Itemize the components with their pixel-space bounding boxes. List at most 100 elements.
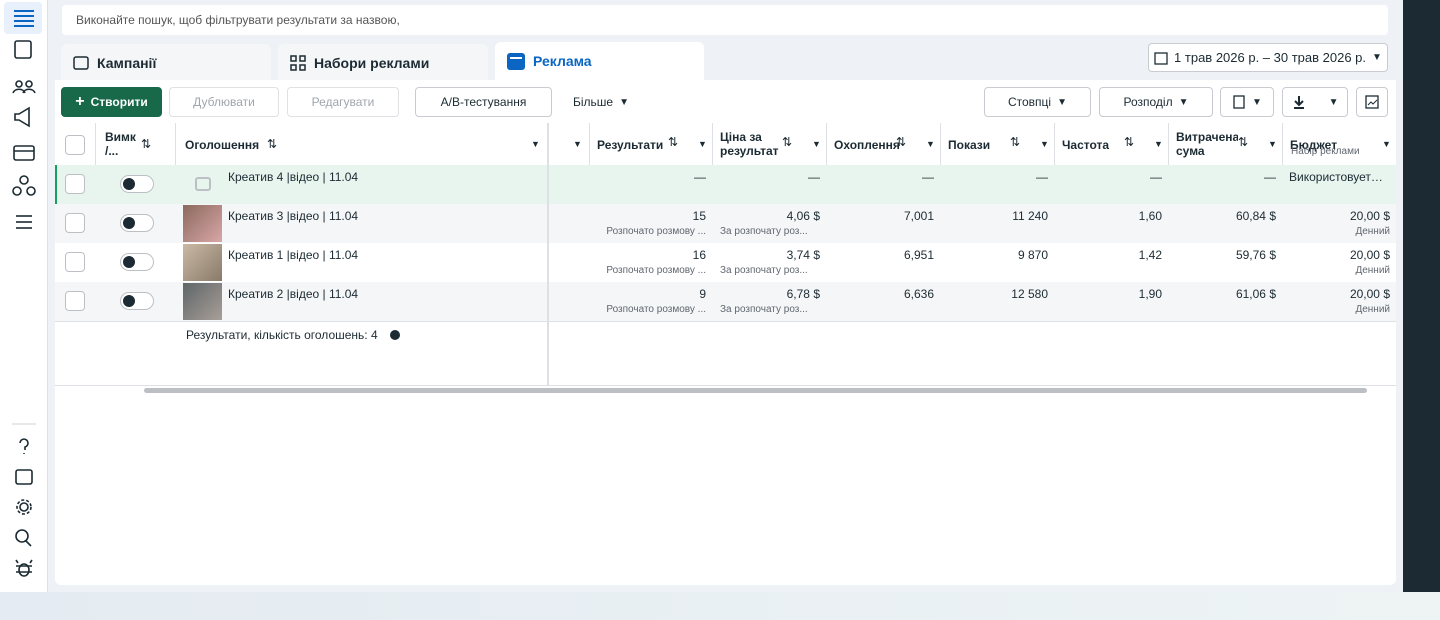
cell-subvalue: Денний: [1355, 304, 1390, 315]
sort-icon: ⇅: [1124, 135, 1135, 149]
button-label: Дублювати: [193, 95, 255, 109]
caret: ▼: [1040, 139, 1049, 149]
caret: ▼: [1328, 96, 1339, 108]
search-input[interactable]: Виконайте пошук, щоб фільтрувати результ…: [62, 5, 1388, 35]
ad-name[interactable]: Креатив 4 |відео | 11.04: [228, 170, 359, 184]
caret: ▼: [1372, 52, 1382, 63]
caret: ▼: [573, 139, 582, 149]
divider: [547, 123, 549, 385]
toggle[interactable]: [120, 253, 154, 271]
divider: [1054, 123, 1055, 165]
caret: ▼: [926, 139, 935, 149]
icon: [1233, 95, 1245, 109]
checkbox[interactable]: [65, 291, 85, 311]
bottom-strip: [0, 592, 1440, 620]
ad-name[interactable]: Креатив 1 |відео | 11.04: [228, 248, 359, 262]
column-header: Покази: [948, 138, 991, 152]
caret: ▼: [1178, 96, 1189, 108]
sort-icon: ⇅: [896, 135, 907, 149]
divider: [1168, 123, 1169, 165]
column-header: Витрачена сума: [1176, 130, 1238, 158]
cell-subvalue: Розпочато розмову ...: [606, 226, 706, 237]
sort-icon: ⇅: [141, 137, 152, 151]
cell-subvalue: Розпочато розмову ...: [606, 304, 706, 315]
tab-label: Реклама: [533, 53, 592, 69]
cell-value: 1,60: [1138, 209, 1162, 223]
header: Оголошення: [185, 138, 260, 152]
checkbox[interactable]: [65, 174, 85, 194]
cell-value: 6,951: [903, 248, 934, 262]
tab-active[interactable]: Реклама: [495, 42, 704, 80]
cell-value: 4,06 $: [786, 209, 820, 223]
toggle[interactable]: [120, 175, 154, 193]
caret: ▼: [619, 96, 629, 108]
divider: [175, 123, 176, 165]
divider: [826, 123, 827, 165]
column-header: Частота: [1062, 138, 1110, 152]
divider: [55, 321, 1396, 322]
caret: ▼: [1154, 139, 1163, 149]
cell-value: —: [808, 170, 820, 184]
button-label: Більше: [572, 95, 614, 109]
breakdown-button[interactable]: Розподіл ▼: [1099, 87, 1213, 117]
chart-button[interactable]: [1356, 87, 1388, 117]
date-range: 1 трав 2026 р. – 30 трав 2026 р.: [1174, 50, 1367, 65]
info-icon: [390, 330, 400, 340]
plus: +: [75, 93, 85, 110]
chart-icon: [1365, 95, 1379, 109]
checkbox[interactable]: [65, 213, 85, 233]
right-panel: [1403, 0, 1440, 592]
cell-value: 12 580: [1011, 287, 1048, 301]
button-label: Створити: [90, 95, 148, 109]
tab[interactable]: Кампанії: [61, 44, 271, 80]
button-label: Редагувати: [311, 95, 375, 109]
table-row: [55, 282, 1396, 321]
create-button[interactable]: + Створити: [61, 87, 162, 117]
cell-value: 7,001: [903, 209, 934, 223]
cell-subvalue: Розпочато розмову ...: [606, 265, 706, 276]
calendar-icon: [1154, 51, 1168, 65]
columns-button[interactable]: Стовпці ▼: [984, 87, 1091, 117]
ad-name[interactable]: Креатив 3 |відео | 11.04: [228, 209, 359, 223]
tab-label: Кампанії: [97, 55, 157, 71]
header: Вимк /...: [105, 130, 136, 158]
reports-button[interactable]: ▼: [1220, 87, 1274, 117]
button-label: A/B-тестування: [440, 95, 527, 109]
cell-value: 59,76 $: [1235, 248, 1276, 262]
checkbox[interactable]: [65, 252, 85, 272]
button-label: Стовпці: [1007, 95, 1052, 109]
toggle[interactable]: [120, 214, 154, 232]
cell-value: 20,00 $: [1349, 209, 1390, 223]
export-button[interactable]: ▼: [1282, 87, 1348, 117]
scrollbar[interactable]: [144, 388, 1367, 393]
divider: [712, 123, 713, 165]
column-header: Бюджет: [1290, 138, 1338, 152]
cell-value: 1,42: [1138, 248, 1162, 262]
tab-icon: [73, 56, 89, 70]
more-button[interactable]: Більше ▼: [562, 87, 640, 117]
ab-test-button[interactable]: A/B-тестування: [415, 87, 552, 117]
cell-subvalue: Денний: [1355, 226, 1390, 237]
duplicate-button[interactable]: Дублювати: [169, 87, 279, 117]
cell-value: 9 870: [1017, 248, 1048, 262]
cell-value: 6,78 $: [786, 287, 820, 301]
sort-icon: ⇅: [1238, 135, 1249, 149]
tab-label: Набори реклами: [314, 55, 430, 71]
sort-icon: ⇅: [782, 135, 793, 149]
sort-icon: ⇅: [267, 137, 278, 151]
toggle[interactable]: [120, 292, 154, 310]
checkbox[interactable]: [65, 135, 85, 155]
cell-value: Використовует…: [1289, 170, 1383, 184]
tab[interactable]: Набори реклами: [278, 44, 488, 80]
download-icon: [1293, 96, 1304, 109]
divider: [1282, 123, 1283, 165]
date-picker[interactable]: 1 трав 2026 р. – 30 трав 2026 р. ▼: [1148, 43, 1388, 72]
tab-icon: [507, 53, 525, 70]
cell-value: —: [1150, 170, 1162, 184]
cell-value: 11 240: [1012, 209, 1048, 223]
cell-value: 20,00 $: [1349, 248, 1390, 262]
edit-button[interactable]: Редагувати: [287, 87, 399, 117]
ad-name[interactable]: Креатив 2 |відео | 11.04: [228, 287, 359, 301]
sidebar: [0, 0, 48, 592]
